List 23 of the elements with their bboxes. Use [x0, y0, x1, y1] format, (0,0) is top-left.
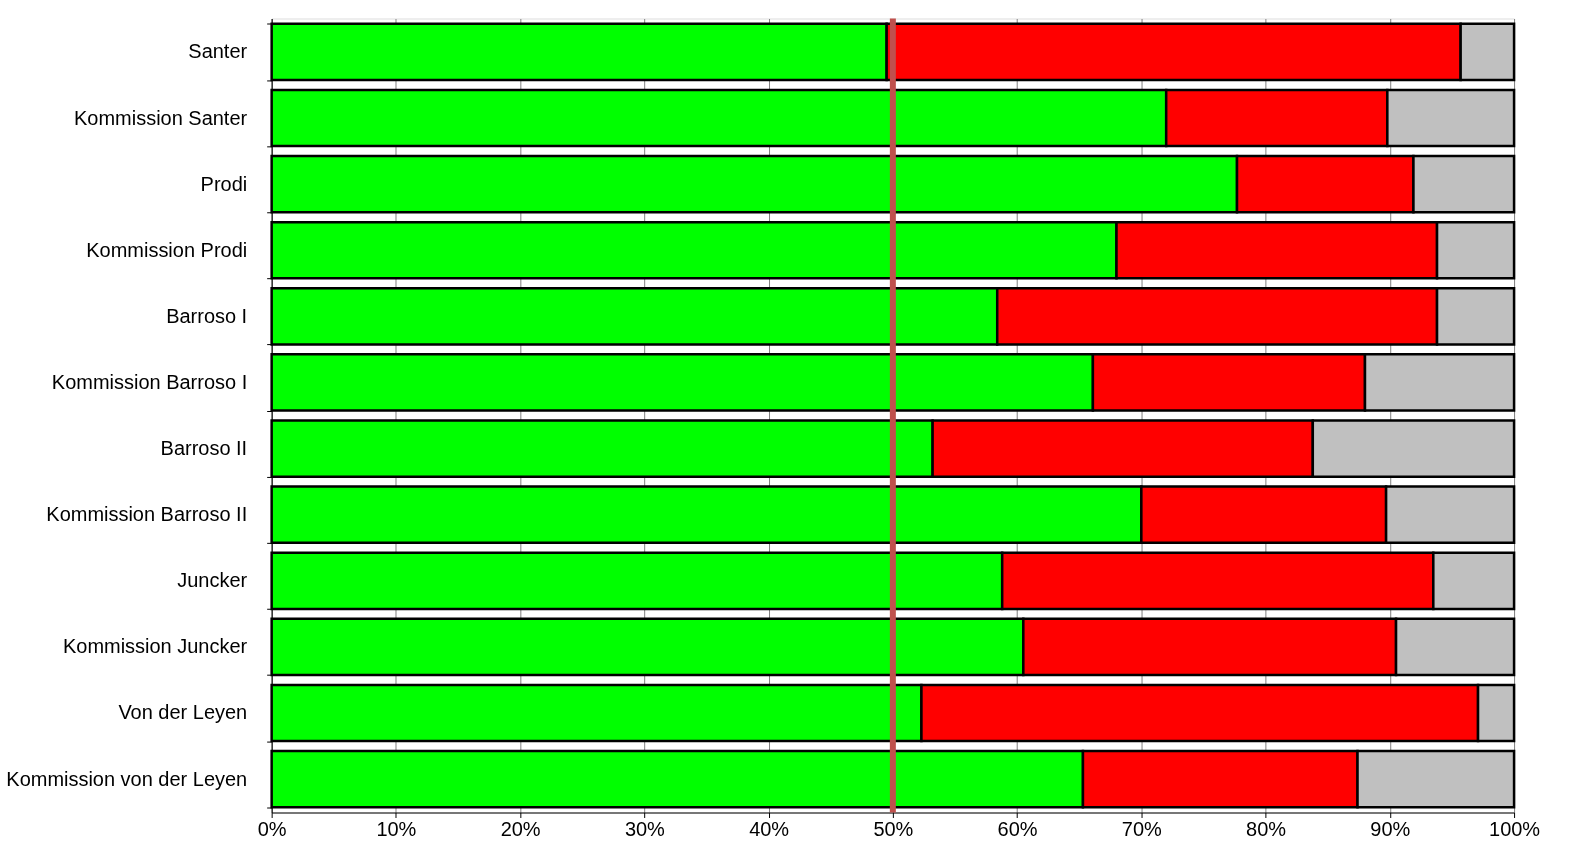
y-tick-label: Kommission Barroso II [46, 503, 248, 526]
x-tick-label: 20% [500, 817, 541, 840]
y-tick-label: Juncker [177, 569, 248, 592]
y-tick-label: Barroso I [166, 304, 248, 327]
y-tick-label: Kommission Barroso I [51, 370, 248, 393]
x-tick-label: 80% [1246, 817, 1287, 840]
x-tick-label: 10% [376, 817, 417, 840]
x-tick-label: 100% [1489, 817, 1541, 840]
y-tick-label: Barroso II [160, 437, 248, 460]
x-tick-label: 70% [1121, 817, 1163, 840]
y-tick-label: Kommission Juncker [62, 635, 248, 658]
y-tick-label: Prodi [200, 172, 248, 195]
x-tick-label: 0% [257, 817, 287, 840]
y-tick-label: Santer [188, 40, 248, 63]
x-tick-label: 60% [997, 817, 1038, 840]
y-tick-label: Kommission von der Leyen [6, 767, 248, 790]
y-tick-label: Kommission Prodi [86, 238, 248, 261]
x-tick-label: 30% [624, 817, 666, 840]
y-tick-label: Von der Leyen [118, 701, 248, 724]
x-tick-label: 90% [1370, 817, 1411, 840]
x-tick-label: 50% [873, 817, 914, 840]
x-tick-label: 40% [749, 817, 790, 840]
y-tick-label: Kommission Santer [74, 106, 248, 129]
